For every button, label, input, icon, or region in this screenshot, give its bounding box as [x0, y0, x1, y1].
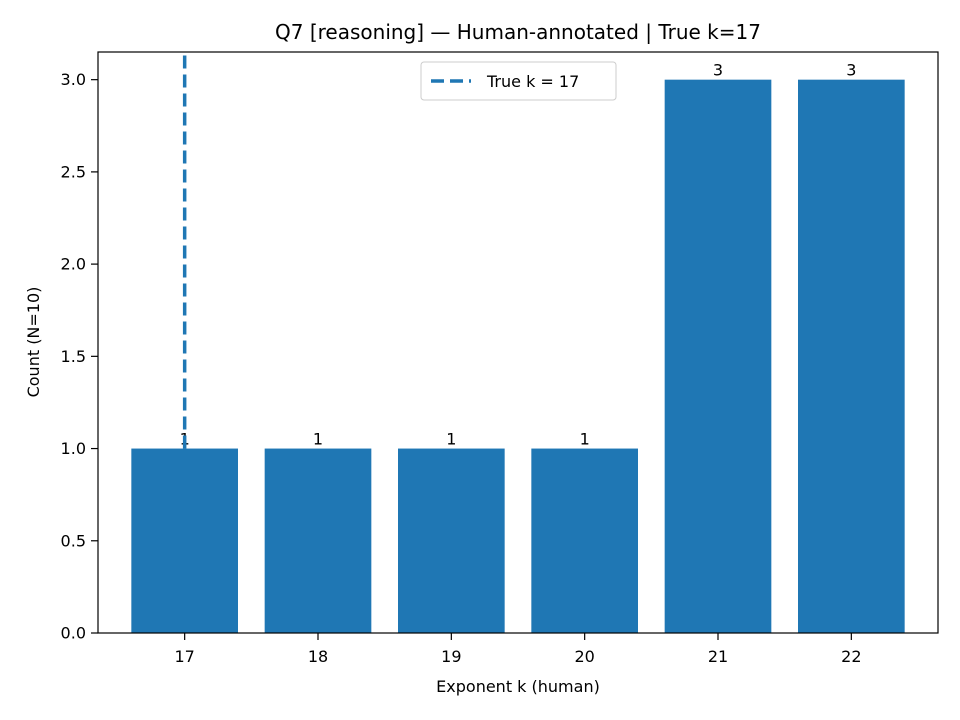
y-tick-label: 2.5: [61, 162, 86, 181]
legend-entry-label: True k = 17: [486, 72, 579, 91]
y-axis-label: Count (N=10): [24, 287, 43, 398]
chart-title: Q7 [reasoning] — Human-annotated | True …: [275, 20, 761, 44]
bar-value-label: 1: [446, 430, 456, 449]
y-tick-label: 2.0: [61, 255, 86, 274]
bar-18: [264, 448, 372, 633]
x-axis-label: Exponent k (human): [436, 677, 600, 696]
bar-22: [798, 79, 905, 633]
x-tick-label: 21: [708, 647, 728, 666]
axes-frame: [97, 51, 939, 634]
y-tick-label: 1.5: [61, 347, 86, 366]
bar-value-label: 3: [713, 61, 723, 80]
bar-17: [131, 448, 238, 633]
y-tick-label: 0.0: [61, 624, 86, 643]
y-tick-label: 1.0: [61, 439, 86, 458]
bar-value-label: 3: [846, 61, 856, 80]
x-tick-label: 18: [308, 647, 328, 666]
bar-19: [398, 448, 505, 633]
plot-area: 1111330.00.51.01.52.02.53.0171819202122T…: [61, 51, 939, 666]
y-tick-label: 0.5: [61, 531, 86, 550]
x-tick-label: 22: [841, 647, 861, 666]
bar-20: [531, 448, 638, 633]
x-tick-label: 19: [441, 647, 461, 666]
bar-value-label: 1: [580, 430, 590, 449]
x-tick-label: 17: [174, 647, 194, 666]
y-tick-label: 3.0: [61, 70, 86, 89]
bar-value-label: 1: [313, 430, 323, 449]
legend-box: [420, 61, 617, 101]
x-tick-label: 20: [574, 647, 594, 666]
bar-21: [664, 79, 772, 633]
